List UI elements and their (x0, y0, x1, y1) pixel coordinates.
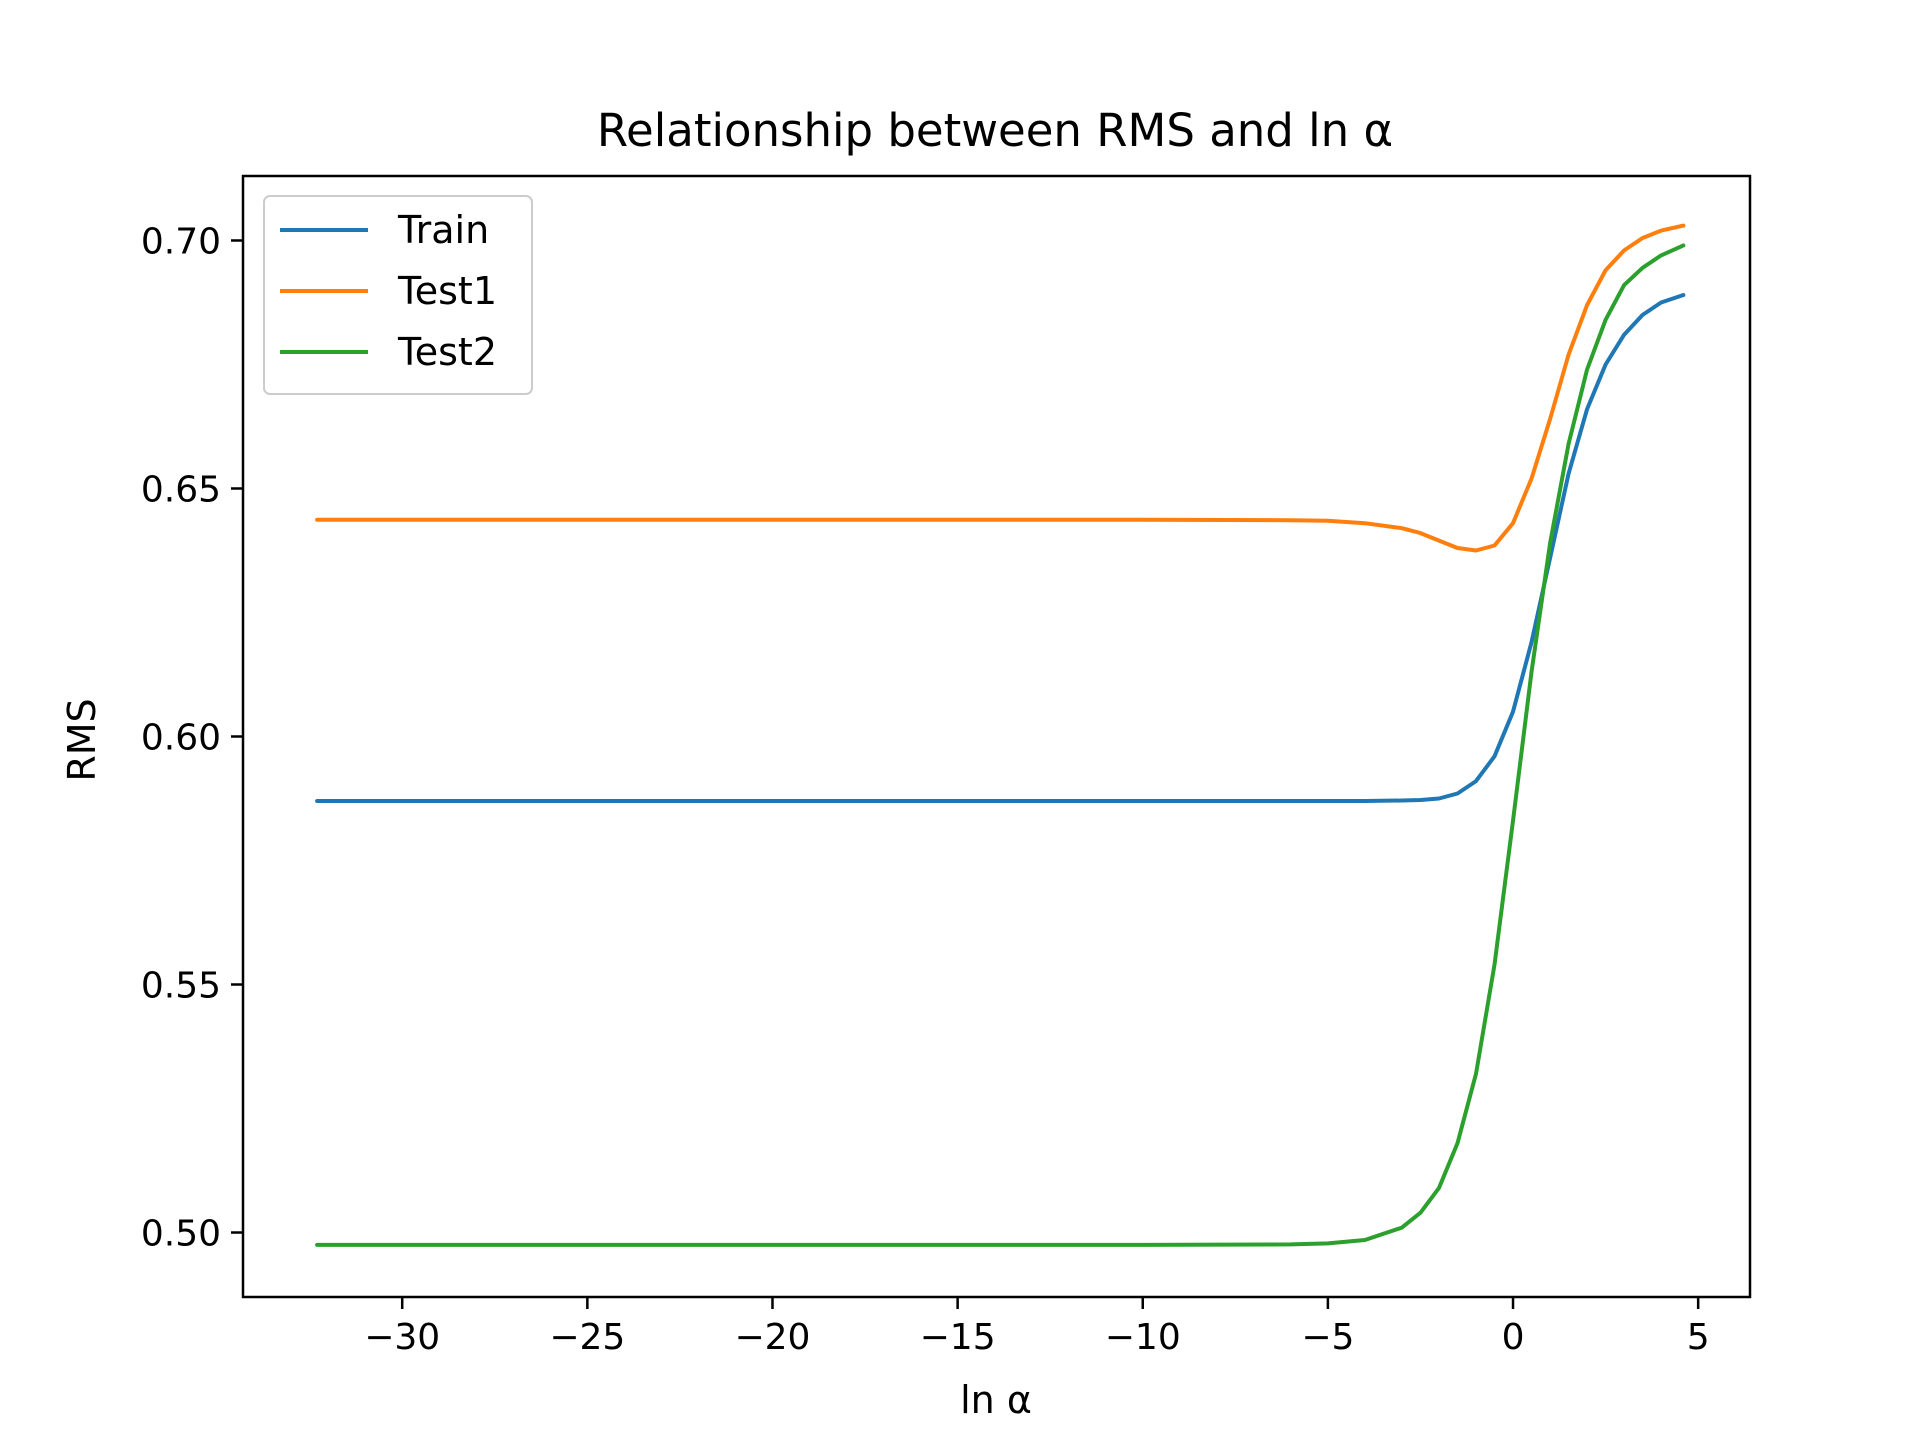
x-tick-label: 0 (1502, 1317, 1525, 1358)
legend-box (263, 195, 533, 395)
x-axis-ticks: −30 −25 −20 −15 −10 −5 0 5 (364, 1297, 1710, 1358)
legend-label-train: Train (397, 208, 489, 252)
x-tick-label: −20 (734, 1317, 810, 1358)
series-line-test2 (315, 243, 1686, 1247)
y-tick-label: 0.60 (141, 718, 221, 759)
y-tick-label: 0.65 (141, 469, 221, 510)
y-tick-label: 0.50 (141, 1214, 221, 1255)
x-axis-label: ln α (960, 1378, 1032, 1422)
series-line-test1 (315, 223, 1686, 553)
legend: Train Test1 Test2 (263, 195, 533, 395)
legend-label-test1: Test1 (397, 269, 497, 313)
y-tick-label: 0.55 (141, 966, 221, 1007)
series-lines (315, 223, 1686, 1247)
x-tick-label: −15 (920, 1317, 996, 1358)
x-tick-label: −25 (549, 1317, 625, 1358)
legend-label-test2: Test2 (397, 330, 497, 374)
x-tick-label: −30 (364, 1317, 440, 1358)
chart-title: Relationship between RMS and ln α (597, 104, 1393, 157)
x-tick-label: 5 (1687, 1317, 1710, 1358)
y-axis-label: RMS (60, 698, 104, 781)
x-tick-label: −10 (1105, 1317, 1181, 1358)
x-tick-label: −5 (1301, 1317, 1354, 1358)
y-axis-ticks: 0.50 0.55 0.60 0.65 0.70 (141, 221, 243, 1255)
series-line-train (315, 293, 1686, 803)
y-tick-label: 0.70 (141, 221, 221, 262)
